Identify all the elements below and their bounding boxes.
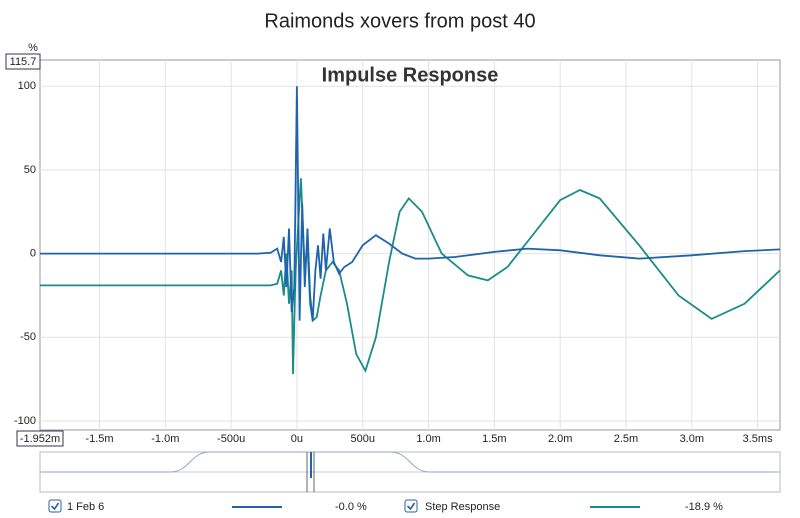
chart-title: Raimonds xovers from post 40 (264, 10, 535, 32)
y-tick-label: -50 (20, 331, 36, 343)
x-tick-label: 1.5m (482, 433, 506, 445)
x-tick-label: 2.0m (548, 433, 572, 445)
x-tick-label: -1.0m (151, 433, 179, 445)
series-line (40, 86, 781, 321)
legend-label: 1 Feb 6 (67, 501, 104, 513)
x-start-label: -1.952m (20, 433, 60, 445)
annotation: Impulse Response (322, 64, 499, 86)
checkbox[interactable] (404, 499, 418, 513)
y-unit: % (28, 42, 38, 54)
checkbox[interactable] (48, 499, 62, 513)
x-tick-label: 3.0m (680, 433, 704, 445)
x-tick-label: 0u (291, 433, 303, 445)
y-tick-label: 50 (24, 164, 36, 176)
plot (40, 60, 781, 430)
y-tick-label: -100 (14, 415, 36, 427)
legend-readout: -0.0 % (335, 501, 367, 513)
x-tick-label: 500u (351, 433, 375, 445)
overview-window (40, 451, 780, 473)
y-top-box (5, 53, 41, 70)
x-tick-label: -500u (217, 433, 245, 445)
checkmark (50, 502, 60, 511)
x-tick-label: 3.5ms (743, 433, 773, 445)
legend-readout: -18.9 % (685, 501, 723, 513)
y-top-label: 115.7 (10, 56, 37, 68)
x-tick-label: 2.5m (614, 433, 638, 445)
x-start-box (16, 430, 64, 447)
x-tick-label: 1.0m (416, 433, 440, 445)
y-tick-label: 100 (18, 80, 36, 92)
checkmark (406, 502, 416, 511)
x-tick-label: -1.5m (85, 433, 113, 445)
legend: 1 Feb 6 -0.0 % Step Response -18.9 % (48, 499, 723, 513)
y-tick-label: 0 (30, 248, 36, 260)
plot-area (39, 59, 781, 431)
legend-label: Step Response (425, 501, 500, 513)
